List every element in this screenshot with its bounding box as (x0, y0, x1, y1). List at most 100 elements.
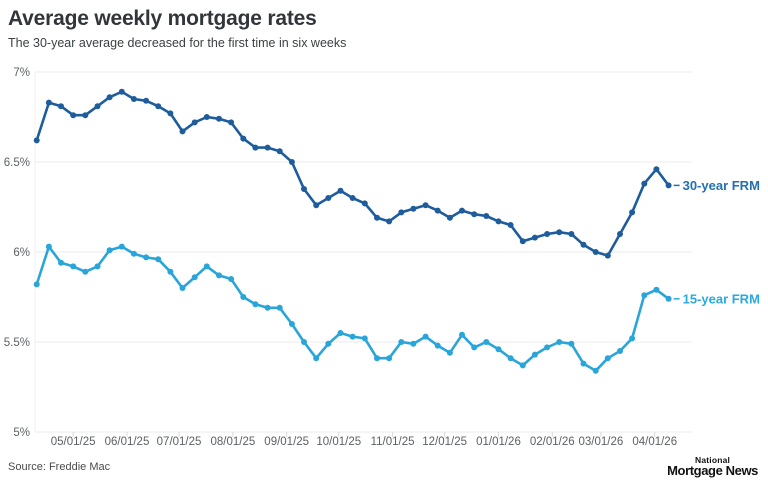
data-point (459, 331, 465, 338)
source-note: Source: Freddie Mac (8, 461, 111, 473)
data-point (191, 119, 198, 126)
data-point (568, 231, 575, 237)
data-point (556, 339, 563, 345)
data-point (495, 218, 502, 225)
data-point (580, 241, 587, 248)
series-line-30-year-frm (35, 90, 670, 257)
data-point (70, 263, 77, 270)
y-axis-tick-label: 7% (13, 67, 30, 79)
data-point (653, 166, 660, 173)
data-point (301, 186, 307, 192)
data-point (94, 263, 101, 270)
logo-line2: Mortgage News (667, 462, 758, 478)
data-point (179, 285, 186, 291)
data-point (106, 247, 113, 254)
data-point (617, 348, 623, 354)
x-axis-tick-label: 03/01/26 (579, 436, 624, 448)
national-mortgage-news-logo: National Mortgage News (667, 456, 758, 477)
data-point (264, 144, 271, 151)
page-title: Average weekly mortgage rates (8, 7, 317, 30)
x-axis-tick-label: 01/01/26 (476, 436, 521, 448)
data-point (130, 96, 137, 102)
data-point (276, 148, 283, 155)
data-point (82, 268, 89, 275)
data-point (446, 349, 453, 356)
data-point (629, 335, 636, 342)
data-point (507, 222, 514, 228)
y-axis-tick-label: 6% (13, 247, 30, 259)
data-point (240, 294, 247, 300)
data-point (665, 295, 672, 302)
data-point (580, 360, 587, 367)
data-point (592, 249, 599, 255)
data-point (325, 195, 332, 201)
data-point (398, 339, 405, 345)
data-point (349, 333, 356, 340)
data-point (191, 274, 198, 281)
data-point (155, 103, 162, 110)
x-axis-tick-label: 09/01/25 (264, 436, 309, 448)
logo-line1: National (694, 455, 731, 465)
series-line-15-year-frm (35, 245, 670, 373)
data-point (325, 340, 332, 347)
data-point (665, 182, 672, 189)
data-point (33, 137, 40, 144)
y-axis-tick-label: 5% (13, 427, 30, 439)
data-point (228, 276, 235, 282)
data-point (264, 304, 271, 311)
data-point (422, 333, 429, 340)
data-point (361, 335, 368, 342)
data-point (167, 110, 174, 117)
data-point (568, 340, 575, 347)
y-axis-tick-label: 6.5% (4, 157, 30, 169)
x-axis-tick-label: 04/01/26 (632, 436, 677, 448)
data-point (349, 195, 356, 201)
data-point (118, 88, 125, 95)
data-point (252, 144, 259, 151)
data-point (374, 214, 380, 221)
data-point (556, 229, 563, 236)
data-point (361, 200, 368, 207)
data-point (216, 272, 222, 279)
data-point (94, 103, 101, 110)
x-axis-tick-label: 02/01/26 (530, 436, 575, 448)
data-point (519, 238, 526, 245)
data-point (216, 115, 222, 122)
x-axis-tick-label: 11/01/25 (371, 436, 415, 448)
x-axis-tick-label: 10/01/25 (316, 436, 361, 448)
data-point (203, 263, 210, 270)
data-point (410, 340, 417, 347)
data-point (446, 214, 453, 221)
data-point (240, 135, 247, 142)
data-point (592, 367, 599, 374)
data-point (471, 211, 478, 218)
data-point (179, 128, 186, 135)
data-point (519, 362, 526, 369)
data-point (203, 114, 210, 120)
y-axis-tick-label: 5.5% (4, 337, 30, 349)
data-point (629, 209, 636, 216)
data-point (507, 355, 514, 362)
x-axis-tick-label: 07/01/25 (157, 436, 202, 448)
data-point (45, 99, 52, 106)
data-point (374, 355, 380, 362)
data-point (276, 304, 283, 311)
page-subtitle: The 30-year average decreased for the fi… (8, 36, 347, 50)
data-point (143, 97, 150, 104)
data-point (544, 231, 551, 237)
data-point (410, 205, 417, 212)
data-point (33, 281, 40, 288)
data-point (337, 330, 344, 336)
data-point (604, 252, 611, 259)
data-point (143, 254, 150, 261)
data-point (531, 351, 538, 358)
data-point (337, 187, 344, 194)
data-point (155, 256, 162, 263)
data-point (228, 119, 235, 126)
data-point (288, 321, 295, 327)
data-point (106, 94, 113, 101)
data-point (653, 286, 660, 293)
data-point (58, 259, 64, 266)
data-point (58, 103, 64, 110)
